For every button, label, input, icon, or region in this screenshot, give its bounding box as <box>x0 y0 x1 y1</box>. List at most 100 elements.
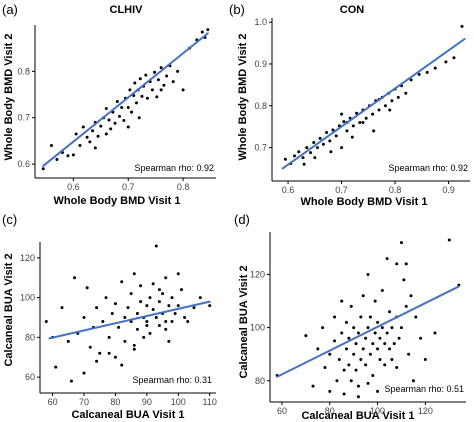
data-point <box>134 101 138 105</box>
data-point <box>159 88 163 92</box>
panel-a: (a) CLHIV Whole Body BMD Visit 2 Whole B… <box>2 2 216 207</box>
data-point <box>383 342 387 346</box>
data-point <box>157 323 161 327</box>
data-point <box>396 95 400 99</box>
panel-label: (c) <box>2 212 17 227</box>
data-point <box>364 336 368 340</box>
x-tick-label: 0.9 <box>442 185 455 195</box>
data-point <box>117 325 121 329</box>
x-axis-title: Calcaneal BUA Visit 1 <box>301 410 414 422</box>
data-point <box>123 339 127 343</box>
data-point <box>69 379 73 383</box>
data-point <box>167 339 171 343</box>
data-point <box>409 78 413 82</box>
data-point <box>342 392 346 396</box>
data-point <box>148 296 152 300</box>
data-point <box>361 120 365 124</box>
data-point <box>392 342 396 346</box>
data-point <box>316 347 320 351</box>
data-point <box>156 78 160 82</box>
data-point <box>372 129 376 133</box>
data-point <box>132 272 136 276</box>
y-tick-label: 0.9 <box>254 59 267 69</box>
y-tick-label: 120 <box>20 253 35 263</box>
data-point <box>82 371 86 375</box>
data-point <box>95 359 99 363</box>
data-point <box>165 74 169 78</box>
data-point <box>88 345 92 349</box>
x-tick-label: 120 <box>418 406 433 416</box>
data-point <box>304 334 308 338</box>
data-point <box>98 351 102 355</box>
data-point <box>200 30 204 34</box>
data-point <box>101 319 105 323</box>
data-point <box>107 118 111 122</box>
data-point <box>347 363 351 367</box>
data-point <box>407 352 411 356</box>
data-point <box>331 128 335 132</box>
data-point <box>395 262 399 266</box>
data-point <box>333 339 337 343</box>
data-point <box>301 156 305 160</box>
data-point <box>354 368 358 372</box>
x-tick-label: 0.8 <box>389 185 402 195</box>
data-point <box>376 320 380 324</box>
data-point <box>417 72 421 76</box>
data-point <box>126 125 130 129</box>
data-point <box>54 365 58 369</box>
y-tick-label: 120 <box>250 270 265 280</box>
regression-line <box>42 32 209 167</box>
data-point <box>142 335 146 339</box>
data-point <box>66 339 70 343</box>
data-point <box>130 110 134 114</box>
panel-d: (d) Calcaneal BUA Visit 2 Calcaneal BUA … <box>234 212 466 422</box>
data-point <box>71 153 75 157</box>
data-point <box>395 365 399 369</box>
data-point <box>93 146 97 150</box>
y-tick-label: 0.6 <box>17 159 30 169</box>
data-point <box>340 112 344 116</box>
y-axis-title: Calcaneal BUA Visit 2 <box>3 253 15 366</box>
data-point <box>144 73 148 77</box>
data-point <box>309 151 313 155</box>
data-point <box>359 358 363 361</box>
data-point <box>433 66 437 70</box>
y-axis-title: Calcaneal BUA Visit 2 <box>238 265 250 378</box>
y-tick-label: 1.0 <box>254 17 267 27</box>
data-point <box>356 331 360 335</box>
data-point <box>104 106 108 110</box>
data-point <box>120 106 124 110</box>
data-point <box>361 294 365 298</box>
data-point <box>371 373 375 377</box>
data-point <box>388 108 392 112</box>
data-point <box>113 302 117 306</box>
data-point <box>145 319 149 323</box>
data-point <box>176 304 180 308</box>
data-point <box>383 363 387 367</box>
data-point <box>414 315 418 319</box>
data-point <box>157 288 161 292</box>
spearman-annotation: Spearman rho: 0.51 <box>384 384 464 394</box>
x-tick-label: 60 <box>277 406 287 416</box>
data-point <box>352 326 356 330</box>
data-point <box>355 111 359 115</box>
data-point <box>385 257 389 261</box>
data-point <box>99 124 103 128</box>
data-point <box>315 146 319 150</box>
data-point <box>117 114 121 118</box>
data-point <box>452 56 456 60</box>
data-point <box>151 308 155 312</box>
data-point <box>120 280 124 284</box>
data-point <box>337 358 341 361</box>
y-axis-title: Whole Body BMD Visit 2 <box>237 34 249 161</box>
data-point <box>328 139 332 143</box>
x-tick-label: 70 <box>79 397 89 407</box>
x-tick-label: 80 <box>325 406 335 416</box>
data-point <box>364 363 368 367</box>
data-point <box>157 300 161 304</box>
data-point <box>126 106 130 110</box>
data-point <box>140 94 144 98</box>
data-point <box>120 363 124 367</box>
data-point <box>368 315 372 319</box>
data-point <box>328 352 332 356</box>
